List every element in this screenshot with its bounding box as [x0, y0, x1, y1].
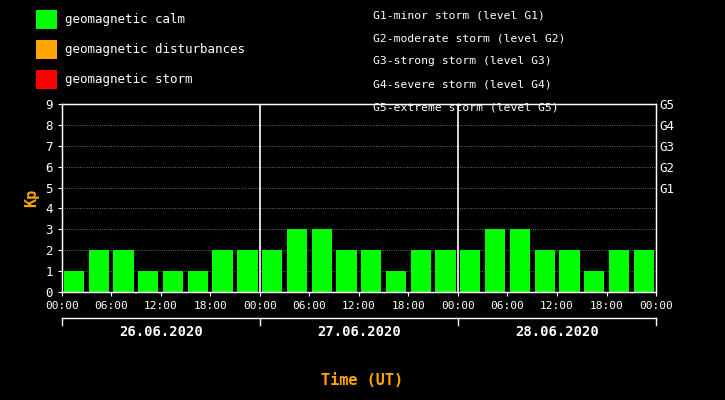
Bar: [88, 250, 109, 292]
Text: geomagnetic storm: geomagnetic storm: [65, 73, 193, 86]
Bar: [163, 271, 183, 292]
Bar: [634, 250, 654, 292]
Text: G3-strong storm (level G3): G3-strong storm (level G3): [373, 56, 552, 66]
Bar: [485, 229, 505, 292]
Bar: [287, 229, 307, 292]
Bar: [436, 250, 456, 292]
Bar: [312, 229, 332, 292]
Text: G4-severe storm (level G4): G4-severe storm (level G4): [373, 80, 552, 90]
Bar: [584, 271, 605, 292]
Bar: [64, 271, 84, 292]
Bar: [262, 250, 282, 292]
Bar: [534, 250, 555, 292]
Text: 27.06.2020: 27.06.2020: [317, 325, 401, 339]
Text: 26.06.2020: 26.06.2020: [119, 325, 202, 339]
Text: G2-moderate storm (level G2): G2-moderate storm (level G2): [373, 33, 566, 43]
Bar: [559, 250, 579, 292]
Bar: [510, 229, 530, 292]
Bar: [237, 250, 257, 292]
Bar: [460, 250, 481, 292]
Text: geomagnetic calm: geomagnetic calm: [65, 13, 186, 26]
Bar: [212, 250, 233, 292]
Bar: [410, 250, 431, 292]
Text: G1-minor storm (level G1): G1-minor storm (level G1): [373, 10, 545, 20]
Bar: [113, 250, 133, 292]
Bar: [138, 271, 159, 292]
Text: G5-extreme storm (level G5): G5-extreme storm (level G5): [373, 103, 559, 113]
Bar: [609, 250, 629, 292]
Bar: [336, 250, 357, 292]
Bar: [188, 271, 208, 292]
Text: geomagnetic disturbances: geomagnetic disturbances: [65, 43, 245, 56]
Text: 28.06.2020: 28.06.2020: [515, 325, 599, 339]
Bar: [386, 271, 406, 292]
Text: Time (UT): Time (UT): [321, 373, 404, 388]
Y-axis label: Kp: Kp: [25, 189, 40, 207]
Bar: [361, 250, 381, 292]
